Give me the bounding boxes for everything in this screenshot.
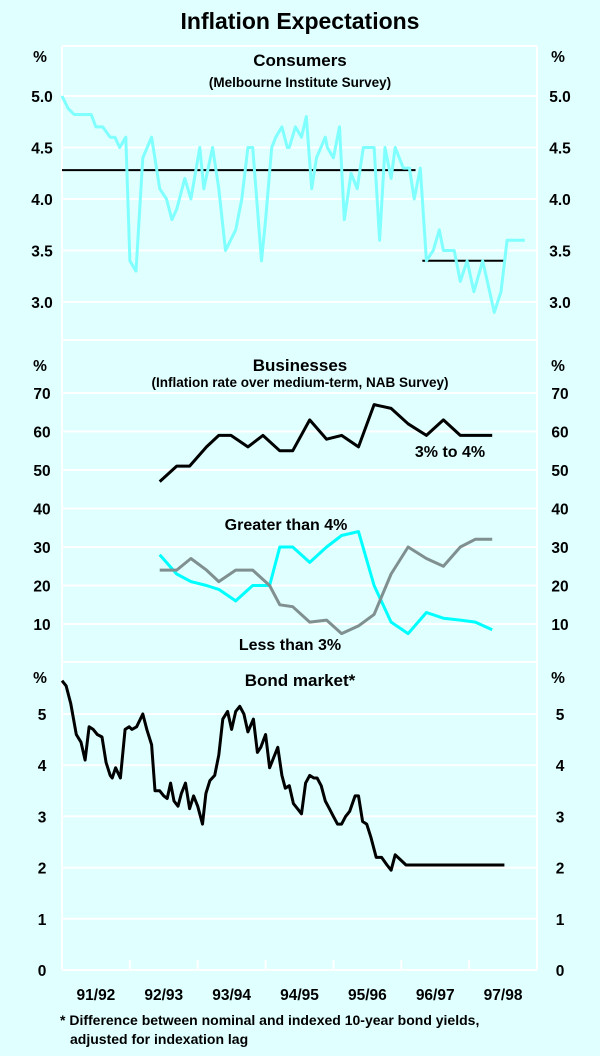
businesses-ytick-left: 10	[33, 617, 50, 634]
footnote-line-1: * Difference between nominal and indexed…	[60, 1012, 479, 1028]
bond-market-ytick-left: 3	[38, 809, 47, 826]
consumers-ytick-right: 4.0	[549, 192, 571, 209]
businesses-panel-title: Businesses	[253, 356, 348, 375]
bond-unit-left: %	[33, 670, 47, 687]
x-tick-label: 95/96	[348, 987, 387, 1004]
bond-market-ytick-left: 4	[38, 758, 47, 775]
bond-unit-right: %	[551, 670, 565, 687]
businesses-ytick-left: 60	[33, 425, 50, 442]
businesses-ytick-right: 40	[551, 502, 568, 519]
businesses-ytick-right: 30	[551, 540, 568, 557]
gridlines	[61, 45, 538, 971]
x-tick-label: 96/97	[416, 987, 455, 1004]
x-tick-labels: 91/92 92/93 93/94 94/95 95/96 96/97 97/98	[77, 987, 523, 1004]
label-less-than-3: Less than 3%	[239, 637, 341, 654]
chart-title: Inflation Expectations	[181, 8, 420, 34]
businesses-ytick-right: 60	[551, 425, 568, 442]
businesses-ytick-left: 50	[33, 463, 50, 480]
businesses-unit-right: %	[551, 358, 565, 375]
consumers-ytick-right: 5.0	[549, 89, 571, 106]
businesses-panel-subtitle: (Inflation rate over medium-term, NAB Su…	[151, 375, 448, 390]
consumers-ytick-right: 3.5	[549, 244, 571, 261]
consumers-panel-title: Consumers	[253, 51, 347, 70]
consumers-ytick-left: 4.5	[31, 141, 53, 158]
consumers-ytick-right: 3.0	[549, 295, 571, 312]
x-tick-label: 92/93	[144, 987, 183, 1004]
footnote-line-2: adjusted for indexation lag	[70, 1031, 248, 1047]
businesses-ytick-right: 50	[551, 463, 568, 480]
businesses-ytick-left: 70	[33, 386, 50, 403]
label-greater-than-4: Greater than 4%	[225, 517, 348, 534]
bond-market-ytick-left: 1	[38, 912, 47, 929]
businesses-ytick-right: 20	[551, 579, 568, 596]
bond-panel-title: Bond market*	[245, 671, 356, 690]
bond-market-ytick-right: 2	[556, 861, 565, 878]
consumers-unit-right: %	[551, 49, 565, 66]
bond-market-ytick-left: 2	[38, 861, 47, 878]
businesses-ytick-right: 70	[551, 386, 568, 403]
series-layer	[60, 95, 525, 872]
x-tick-label: 97/98	[484, 987, 523, 1004]
bond-market-ytick-right: 1	[556, 912, 565, 929]
consumers-ytick-left: 5.0	[31, 89, 53, 106]
label-3-to-4: 3% to 4%	[415, 444, 485, 461]
consumers-panel-subtitle: (Melbourne Institute Survey)	[209, 75, 391, 90]
bond-market-ytick-right: 4	[556, 758, 565, 775]
bond-market-ytick-left: 0	[38, 963, 47, 980]
x-tick-label: 91/92	[77, 987, 116, 1004]
consumers-ytick-left: 3.0	[31, 295, 53, 312]
consumers-unit-left: %	[33, 49, 47, 66]
businesses-series-greater-than-4-	[158, 530, 493, 636]
bond-market-ytick-right: 0	[556, 963, 565, 980]
consumers-ytick-left: 4.0	[31, 192, 53, 209]
consumers-ytick-left: 3.5	[31, 244, 53, 261]
businesses-ytick-left: 20	[33, 579, 50, 596]
businesses-unit-left: %	[33, 358, 47, 375]
bond-market-ytick-right: 5	[556, 707, 565, 724]
businesses-series-less-than-3-	[159, 537, 493, 636]
businesses-series-3-to-4-	[158, 403, 493, 483]
bond-market-ytick-left: 5	[38, 707, 47, 724]
businesses-ytick-left: 30	[33, 540, 50, 557]
consumers-series-consumer-expectations	[60, 95, 525, 314]
consumers-ytick-right: 4.5	[549, 141, 571, 158]
businesses-ytick-left: 40	[33, 502, 50, 519]
businesses-ytick-right: 10	[551, 617, 568, 634]
x-tick-label: 94/95	[280, 987, 319, 1004]
bond-market-series-bond-market	[60, 679, 505, 872]
x-tick-label: 93/94	[212, 987, 251, 1004]
bond-market-ytick-right: 3	[556, 809, 565, 826]
